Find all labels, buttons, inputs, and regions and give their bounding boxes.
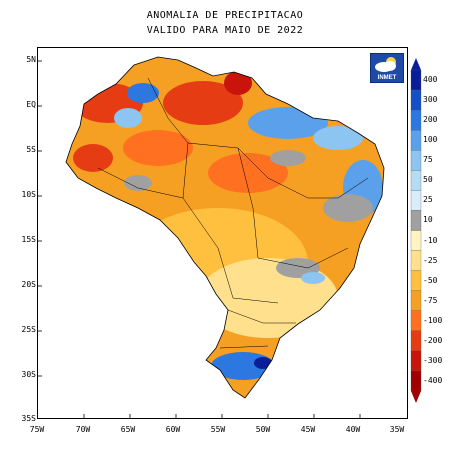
state-boundary-5	[257, 247, 349, 269]
colorbar-swatch	[410, 190, 422, 211]
state-boundary-8	[219, 345, 269, 349]
lat-label: 30S	[21, 370, 36, 379]
colorbar-label: -200	[423, 335, 443, 345]
anomaly-blue-roraima	[127, 83, 159, 103]
colorbar-label: 10	[423, 215, 433, 225]
lon-label: 65W	[120, 425, 136, 434]
colorbar-label: 400	[423, 75, 438, 85]
anomaly-red-amazon	[123, 130, 193, 166]
colorbar-swatch	[410, 210, 422, 231]
colorbar	[410, 58, 422, 403]
colorbar-swatch	[410, 150, 422, 171]
lat-label: 15S	[21, 235, 36, 244]
colorbar-swatch	[410, 370, 422, 392]
lon-label: 50W	[255, 425, 271, 434]
colorbar-swatch	[410, 170, 422, 191]
anomaly-light-blue-southeast	[301, 272, 325, 284]
colorbar-label: -25	[423, 255, 438, 265]
colorbar-arrow-top	[411, 58, 421, 70]
lat-label: 5S	[26, 145, 36, 154]
colorbar-label: 75	[423, 155, 433, 165]
colorbar-label: -100	[423, 315, 443, 325]
cloud-sun-icon	[375, 57, 396, 72]
state-boundaries	[97, 77, 369, 349]
anomaly-gray-central	[270, 150, 306, 166]
anomaly-red-west	[73, 144, 113, 172]
state-boundary-9	[97, 167, 184, 199]
map-canvas	[38, 56, 385, 418]
lat-label: 25S	[21, 325, 36, 334]
colorbar-label: 200	[423, 115, 438, 125]
anomaly-gray-west	[124, 175, 152, 191]
lon-label: 75W	[29, 425, 45, 434]
colorbar-swatch	[410, 109, 422, 131]
lat-label: 35S	[21, 414, 36, 423]
colorbar-swatch	[410, 250, 422, 271]
colorbar-swatch	[410, 230, 422, 251]
colorbar-swatch	[410, 350, 422, 372]
map-title-line1: ANOMALIA DE PRECIPITACAO	[146, 10, 304, 21]
colorbar-arrow-bottom	[411, 391, 421, 403]
lon-label: 45W	[300, 425, 316, 434]
colorbar-swatch	[410, 69, 422, 91]
colorbar-swatch	[410, 330, 422, 352]
colorbar-label: 25	[423, 195, 433, 205]
colorbar-swatch	[410, 270, 422, 291]
anomaly-light-blue-northeast	[313, 126, 363, 150]
lon-label: 55W	[210, 425, 226, 434]
anomaly-dark-red-amapa	[224, 71, 252, 95]
colorbar-label: -10	[423, 235, 438, 245]
axis-ticks	[38, 60, 361, 418]
anomaly-dark-blue-south	[254, 357, 272, 369]
colorbar-label: 50	[423, 175, 433, 185]
anomaly-field	[66, 57, 384, 398]
lat-label: 5N	[26, 55, 36, 64]
state-boundary-7	[227, 309, 296, 324]
colorbar-label: 100	[423, 135, 438, 145]
state-boundary-2	[237, 147, 259, 259]
colorbar-swatch	[410, 130, 422, 151]
lat-label: 10S	[21, 190, 36, 199]
colorbar-swatch	[410, 310, 422, 331]
map-title-line2: VALIDO PARA MAIO DE 2022	[146, 25, 304, 36]
lon-label: 40W	[345, 425, 361, 434]
lon-label: 70W	[75, 425, 91, 434]
anomaly-red-north	[163, 81, 243, 125]
colorbar-label: -75	[423, 295, 438, 305]
lon-label: 35W	[389, 425, 405, 434]
colorbar-label: 300	[423, 95, 438, 105]
colorbar-swatch	[410, 89, 422, 111]
lat-label: EQ	[26, 100, 36, 109]
precipitation-anomaly-map	[37, 47, 408, 419]
colorbar-label: -50	[423, 275, 438, 285]
inmet-logo: INMET	[370, 53, 404, 83]
colorbar-label: -300	[423, 355, 443, 365]
state-boundary-6	[217, 247, 279, 304]
lon-label: 60W	[165, 425, 181, 434]
colorbar-legend: 400 300 200 100 75 50 25 10 -10 -25 -50 -75 -100 -200…	[410, 58, 450, 403]
lat-label: 20S	[21, 280, 36, 289]
anomaly-light-blue-amazon	[114, 108, 142, 128]
inmet-logo-text: INMET	[377, 75, 397, 81]
state-boundary-4	[267, 177, 369, 199]
colorbar-swatch	[410, 290, 422, 311]
colorbar-label: -400	[423, 375, 443, 385]
anomaly-gray-northeast	[323, 194, 373, 222]
anomaly-red-central-north	[208, 153, 288, 193]
